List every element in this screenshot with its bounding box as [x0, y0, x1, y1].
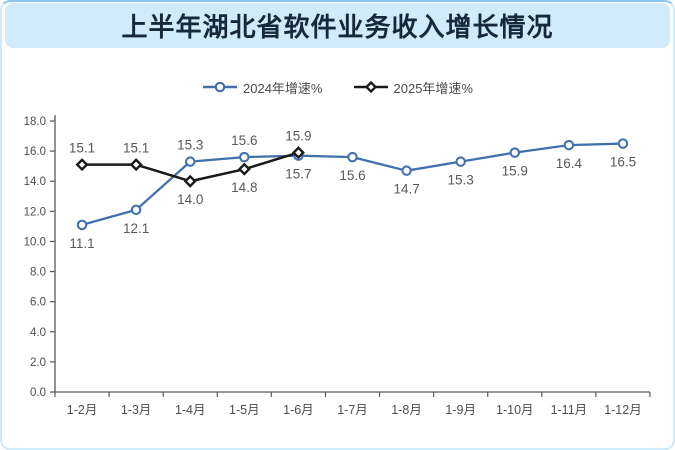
- y-tick-label: 4.0: [30, 327, 46, 339]
- data-point-2024年增速%: [76, 219, 88, 231]
- x-category-label: 1-5月: [229, 403, 260, 417]
- legend-marker-2024-icon: [203, 81, 238, 93]
- data-point-2024年增速%: [455, 156, 466, 167]
- data-point-2024年增速%: [401, 165, 412, 176]
- data-label: 15.1: [123, 141, 149, 156]
- data-label: 15.9: [285, 129, 311, 144]
- data-label: 14.0: [177, 192, 203, 207]
- legend-label-2025: 2025年增速%: [393, 80, 473, 96]
- data-point-2024年增速%: [239, 151, 250, 163]
- data-label: 15.6: [339, 168, 365, 183]
- chart-title: 上半年湖北省软件业务收入增长情况: [121, 12, 554, 42]
- y-tick-label: 2.0: [30, 357, 46, 369]
- data-point-2024年增速%: [130, 204, 142, 216]
- y-tick-label: 0.0: [30, 387, 46, 399]
- data-label: 15.3: [448, 173, 474, 188]
- data-point-2024年增速%: [184, 156, 196, 167]
- chart-title-bar: 上半年湖北省软件业务收入增长情况: [5, 3, 670, 48]
- x-category-label: 1-7月: [337, 403, 368, 417]
- data-point-2024年增速%: [347, 151, 358, 163]
- x-category-label: 1-3月: [121, 403, 152, 417]
- x-category-label: 1-8月: [391, 403, 422, 417]
- data-point-2025年增速%: [183, 174, 197, 188]
- x-category-label: 1-6月: [283, 403, 314, 417]
- y-tick-label: 14.0: [24, 176, 46, 188]
- y-tick-label: 6.0: [30, 297, 46, 309]
- x-category-label: 1-2月: [67, 403, 98, 417]
- x-category-label: 1-4月: [175, 403, 206, 417]
- data-point-2025年增速%: [237, 162, 251, 176]
- x-category-label: 1-12月: [604, 403, 642, 417]
- data-point-2024年增速%: [617, 138, 629, 149]
- data-label: 16.5: [610, 155, 636, 170]
- x-category-label: 1-10月: [496, 403, 534, 417]
- data-label: 15.7: [285, 167, 311, 182]
- legend-label-2024: 2024年增速%: [243, 80, 323, 96]
- data-label: 12.1: [123, 221, 149, 236]
- y-tick-label: 18.0: [24, 116, 46, 128]
- data-label: 16.4: [556, 156, 583, 171]
- data-label: 14.7: [393, 182, 419, 197]
- data-label: 15.6: [231, 133, 257, 148]
- data-point-2025年增速%: [75, 158, 89, 172]
- legend-diamond-marker: [364, 80, 377, 94]
- data-label: 11.1: [69, 236, 94, 251]
- data-point-2024年增速%: [563, 139, 575, 151]
- data-label: 15.3: [177, 138, 203, 153]
- chart-legend: 2024年增速% 2025年增速%: [2, 76, 673, 98]
- data-point-2024年增速%: [509, 147, 521, 158]
- data-point-2025年增速%: [129, 158, 143, 172]
- y-tick-label: 10.0: [24, 236, 46, 248]
- x-category-label: 1-9月: [445, 403, 476, 417]
- data-label: 15.1: [69, 141, 95, 156]
- data-label: 15.9: [502, 164, 528, 179]
- data-point-2025年增速%: [291, 146, 305, 160]
- legend-item-2025: 2025年增速%: [353, 78, 473, 97]
- legend-item-2024: 2024年增速%: [202, 78, 323, 97]
- y-tick-label: 16.0: [24, 146, 46, 158]
- y-tick-label: 8.0: [30, 267, 46, 279]
- legend-marker-2025-icon: [353, 80, 388, 94]
- data-label: 14.8: [231, 180, 257, 195]
- x-category-label: 1-11月: [551, 403, 588, 417]
- legend-circle-marker: [214, 81, 226, 93]
- y-tick-label: 12.0: [24, 206, 46, 218]
